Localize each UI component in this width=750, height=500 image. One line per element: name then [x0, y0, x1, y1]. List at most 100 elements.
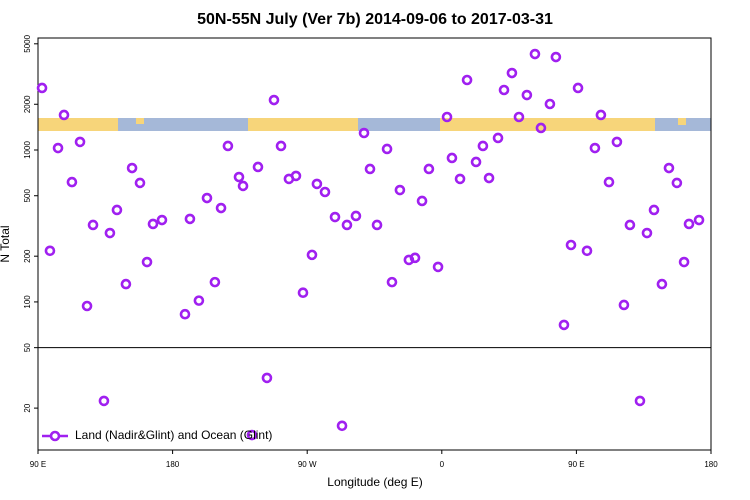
point [306, 249, 318, 261]
y-tick-label: 20 [23, 403, 32, 412]
y-tick-label: 50 [23, 343, 32, 352]
point [209, 276, 221, 288]
chart-title: 50N-55N July (Ver 7b) 2014-09-06 to 2017… [197, 11, 553, 28]
point [446, 152, 458, 164]
point [364, 163, 376, 175]
point [261, 372, 273, 384]
point [184, 213, 196, 225]
y-tick-label: 2000 [23, 95, 32, 113]
legend-marker [49, 430, 61, 442]
x-axis-label: Longitude (deg E) [327, 475, 422, 489]
point [394, 184, 406, 196]
point [558, 319, 570, 331]
point [36, 82, 48, 94]
point [581, 245, 593, 257]
point [648, 204, 660, 216]
point [104, 227, 116, 239]
point [98, 395, 110, 407]
point [521, 89, 533, 101]
land-band [248, 118, 358, 131]
point [544, 98, 556, 110]
point [66, 176, 78, 188]
point [58, 109, 70, 121]
point [416, 195, 428, 207]
point [470, 156, 482, 168]
point [201, 192, 213, 204]
x-tick-label: 180 [166, 460, 180, 469]
point [618, 299, 630, 311]
point [477, 140, 489, 152]
point [381, 143, 393, 155]
y-axis-label: N Total [0, 225, 12, 262]
point [535, 122, 547, 134]
point [603, 176, 615, 188]
point [81, 300, 93, 312]
x-tick-label: 90 W [298, 460, 317, 469]
point [87, 219, 99, 231]
land-band [38, 118, 118, 131]
x-tick-label: 90 E [568, 460, 584, 469]
point [386, 276, 398, 288]
point [268, 94, 280, 106]
point [461, 74, 473, 86]
point [550, 51, 562, 63]
point [483, 172, 495, 184]
point [134, 177, 146, 189]
point [193, 295, 205, 306]
point [275, 140, 287, 152]
point [441, 111, 453, 123]
point [454, 173, 466, 185]
point [237, 180, 249, 192]
point [611, 136, 623, 148]
point [432, 261, 444, 273]
point [141, 256, 153, 268]
point [565, 239, 577, 251]
point [683, 218, 695, 230]
point [663, 162, 675, 174]
point [233, 171, 245, 183]
point [641, 227, 653, 239]
point [371, 219, 383, 231]
point [120, 278, 132, 290]
point [492, 132, 504, 144]
point [678, 256, 690, 268]
point [336, 420, 348, 432]
point [572, 82, 584, 94]
point [147, 218, 159, 230]
point [409, 252, 421, 264]
point [498, 84, 510, 96]
land-band [136, 118, 144, 124]
point [111, 204, 123, 216]
point [319, 186, 331, 198]
point [693, 214, 705, 226]
land-band [678, 118, 686, 125]
point [52, 142, 64, 154]
point [215, 202, 227, 214]
point [179, 308, 191, 320]
point [671, 177, 683, 189]
point [423, 163, 435, 175]
point [634, 395, 646, 407]
x-tick-label: 90 E [30, 460, 46, 469]
y-tick-label: 100 [23, 295, 32, 309]
point [595, 109, 607, 121]
point [246, 429, 258, 441]
point [529, 48, 541, 60]
y-tick-label: 1000 [23, 141, 32, 159]
point [156, 214, 168, 226]
point [358, 127, 370, 139]
legend-label: Land (Nadir&Glint) and Ocean (Glint) [75, 428, 272, 442]
point [506, 67, 518, 79]
point [341, 219, 353, 231]
x-tick-label: 180 [704, 460, 718, 469]
point [290, 170, 302, 182]
point [589, 142, 601, 154]
x-tick-label: 0 [440, 460, 445, 469]
point [329, 211, 341, 223]
point [126, 162, 138, 174]
point [624, 219, 636, 231]
point [252, 161, 264, 173]
point [44, 245, 56, 257]
point [74, 136, 86, 148]
